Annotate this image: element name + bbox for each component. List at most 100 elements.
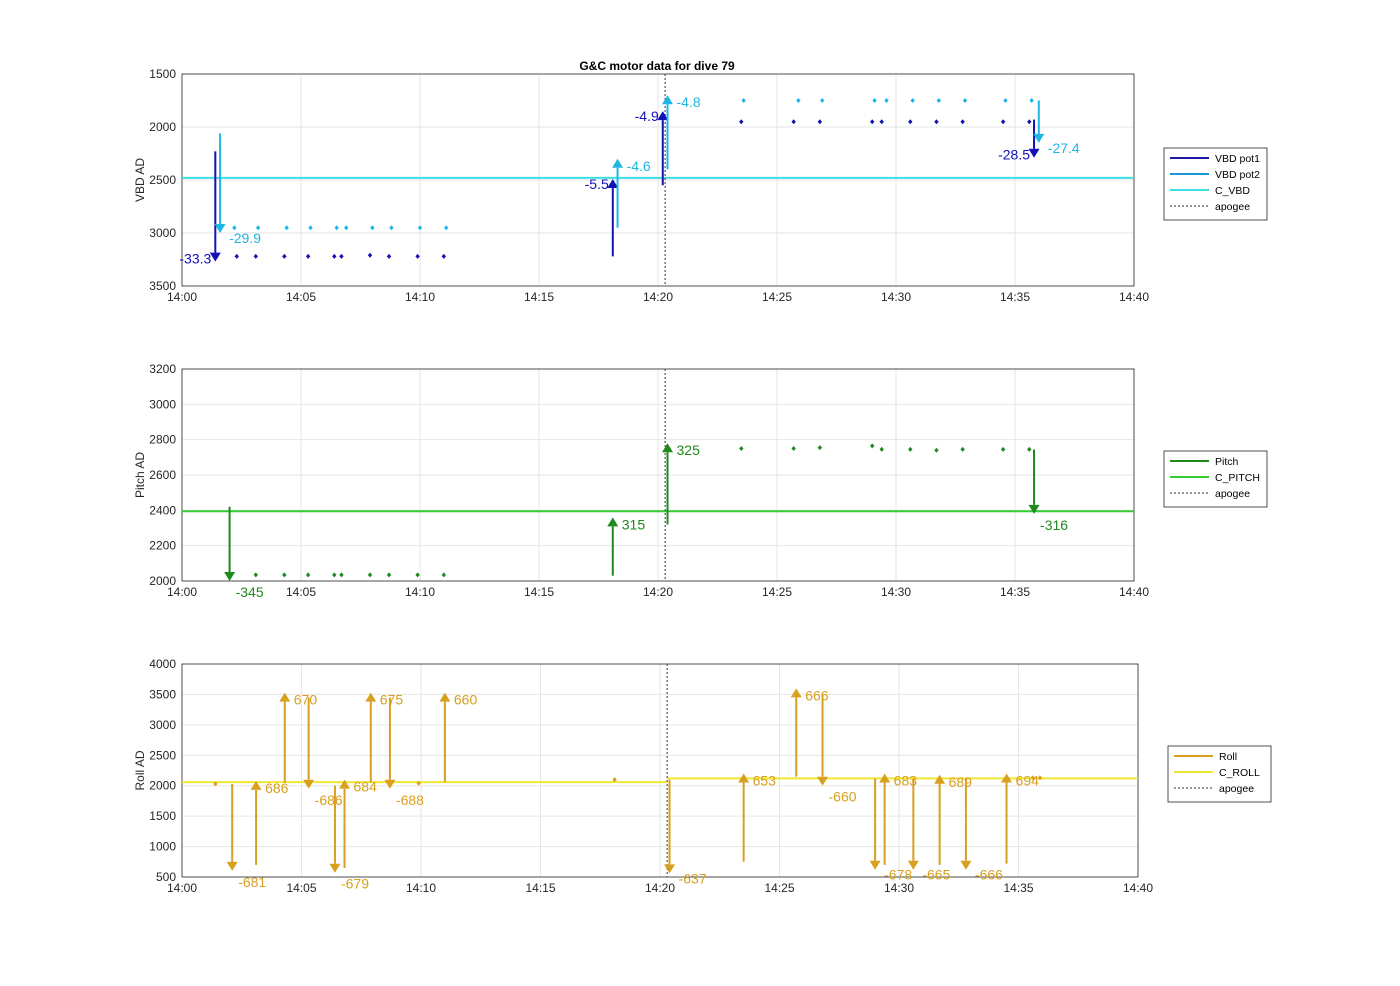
- arrow-head: [657, 111, 669, 121]
- y-tick-label: 2600: [149, 468, 176, 482]
- data-point: [308, 225, 313, 231]
- arrow-label: -688: [396, 792, 424, 808]
- x-tick-label: 14:35: [1000, 290, 1030, 304]
- data-point: [389, 225, 394, 231]
- data-point: [870, 443, 875, 449]
- data-point: [344, 225, 349, 231]
- data-point: [334, 225, 339, 231]
- data-point: [817, 445, 823, 451]
- arrow-label: -5.5: [585, 176, 609, 192]
- legend-label: apogee: [1215, 201, 1250, 213]
- arrow-label: 689: [949, 774, 973, 790]
- legend-label: VBD pot2: [1215, 169, 1260, 181]
- data-point: [879, 119, 884, 125]
- data-point: [1030, 775, 1036, 781]
- arrow-label: 684: [354, 779, 378, 795]
- axes-frame: [181, 663, 1139, 878]
- legend-label: apogee: [1219, 783, 1254, 795]
- y-tick-label: 2000: [149, 120, 176, 134]
- arrow-label: -33.3: [179, 251, 211, 267]
- axes-frame: [181, 368, 1135, 582]
- y-tick-label: 3000: [149, 718, 176, 732]
- data-point: [791, 119, 796, 125]
- data-point: [305, 572, 311, 578]
- data-point: [1027, 119, 1032, 125]
- x-tick-label: 14:40: [1123, 881, 1153, 895]
- y-tick-label: 3000: [149, 397, 176, 411]
- data-point: [282, 253, 287, 259]
- arrow-label: 670: [294, 692, 318, 708]
- legend-label: C_ROLL: [1219, 767, 1260, 779]
- data-point: [739, 446, 744, 451]
- y-tick-label: 2500: [149, 748, 176, 762]
- data-point: [417, 225, 423, 231]
- arrow-label: -316: [1040, 517, 1068, 533]
- x-tick-label: 14:00: [167, 290, 197, 304]
- y-tick-label: 1500: [149, 809, 176, 823]
- data-point: [332, 572, 337, 578]
- data-point: [386, 253, 392, 259]
- legend-label: C_VBD: [1215, 185, 1250, 197]
- axes-frame: [181, 73, 1135, 287]
- x-tick-label: 14:00: [167, 585, 197, 599]
- x-tick-label: 14:30: [881, 290, 911, 304]
- arrow-head: [879, 773, 891, 783]
- arrow-head: [1028, 504, 1040, 514]
- data-point: [253, 253, 258, 259]
- data-point: [820, 98, 825, 103]
- arrow-head: [907, 860, 919, 870]
- data-point: [284, 225, 289, 231]
- x-tick-label: 14:20: [643, 585, 673, 599]
- x-tick-label: 14:10: [406, 881, 436, 895]
- arrow-head: [607, 178, 619, 188]
- y-tick-label: 2000: [149, 574, 176, 588]
- x-tick-label: 14:30: [881, 585, 911, 599]
- arrow-label: -28.5: [998, 147, 1030, 163]
- legend-label: Roll: [1219, 751, 1237, 763]
- x-tick-label: 14:15: [524, 290, 554, 304]
- arrow-head: [339, 779, 351, 789]
- data-point: [1000, 446, 1006, 452]
- arrow-label: 660: [454, 692, 478, 708]
- x-tick-label: 14:00: [167, 881, 197, 895]
- arrow-label: -27.4: [1048, 140, 1080, 156]
- arrow-head: [439, 692, 451, 702]
- data-point: [910, 98, 915, 103]
- arrow-head: [1001, 773, 1013, 783]
- y-axis-label: Roll AD: [133, 750, 147, 790]
- arrow-label: -29.9: [229, 230, 261, 246]
- pitch-panel: 14:00 14:05 14:10 14:15 14:20 14:25 14:30 14:35…: [133, 362, 1268, 600]
- arrow-head: [817, 776, 829, 786]
- arrow-label: -637: [679, 870, 707, 886]
- data-point: [253, 572, 258, 578]
- arrow-head: [1028, 148, 1040, 158]
- x-tick-label: 14:40: [1119, 585, 1149, 599]
- data-point: [739, 119, 744, 125]
- y-tick-label: 500: [156, 870, 176, 884]
- data-point: [234, 253, 239, 259]
- data-point: [386, 572, 392, 578]
- arrow-label: 653: [753, 773, 777, 789]
- arrow-label: -665: [922, 867, 950, 883]
- y-axis-label: VBD AD: [133, 158, 147, 202]
- data-point: [441, 572, 446, 578]
- data-point: [415, 253, 420, 259]
- arrow-head: [662, 95, 674, 105]
- arrow-head: [738, 773, 750, 783]
- y-axis-label: Pitch AD: [133, 452, 147, 498]
- data-point: [213, 781, 218, 787]
- x-tick-label: 14:35: [1003, 881, 1033, 895]
- data-point: [367, 572, 373, 578]
- arrow-label: -345: [236, 584, 264, 600]
- x-tick-label: 14:35: [1000, 585, 1030, 599]
- data-point: [255, 225, 261, 231]
- arrow-label: 686: [265, 780, 289, 796]
- data-point: [305, 253, 311, 259]
- arrow-label: -666: [975, 867, 1003, 883]
- y-tick-label: 3000: [149, 226, 176, 240]
- arrow-label: 683: [894, 773, 918, 789]
- arrow-label: 325: [677, 442, 701, 458]
- arrow-head: [279, 692, 291, 702]
- arrow-label: -679: [341, 876, 369, 892]
